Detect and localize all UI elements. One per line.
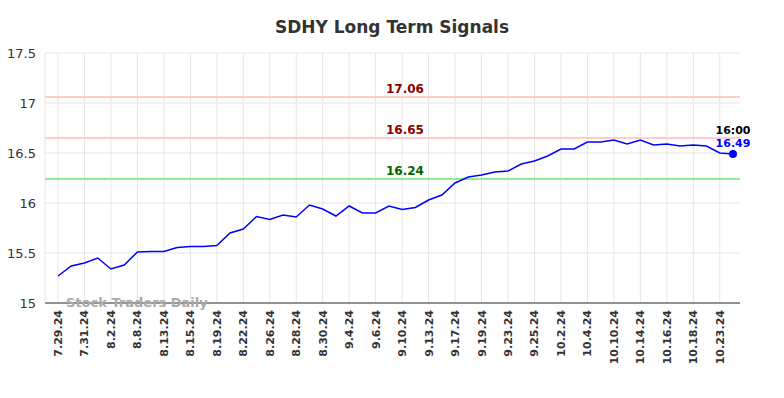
last-point (729, 150, 737, 158)
x-tick-label: 8.13.24 (158, 310, 171, 357)
x-tick-label: 9.19.24 (476, 310, 489, 357)
x-tick-label: 9.10.24 (396, 310, 409, 357)
last-value: 16.49 (716, 137, 751, 150)
plot-area (45, 97, 740, 276)
x-tick-label: 8.26.24 (264, 310, 277, 357)
x-tick-label: 8.2.24 (105, 310, 118, 349)
x-tick-label: 10.18.24 (687, 310, 700, 365)
chart: SDHY Long Term Signals 15 15.5 16 16.5 17 17.5… (0, 0, 784, 398)
reference-line (45, 137, 740, 139)
x-tick-label: 10.4.24 (581, 310, 594, 357)
grid-line (45, 153, 740, 154)
grid-line (45, 103, 740, 104)
title: SDHY Long Term Signals (275, 17, 509, 37)
x-tick-label: 9.6.24 (370, 310, 383, 349)
x-tick-label: 7.31.24 (78, 310, 91, 357)
price-line (58, 140, 733, 276)
x-tick-label: 8.28.24 (290, 310, 303, 357)
reference-label: 16.24 (386, 164, 424, 178)
grid-line (45, 203, 740, 204)
reference-line (45, 178, 740, 180)
x-tick-label: 9.17.24 (449, 310, 462, 357)
reference-label: 17.06 (386, 82, 424, 96)
x-tick-label: 8.30.24 (317, 310, 330, 357)
grid-line (45, 53, 740, 54)
x-tick-label: 10.23.24 (714, 310, 727, 365)
y-tick-label: 16 (19, 196, 36, 211)
y-tick-label: 15 (19, 296, 36, 311)
y-tick-label: 17.5 (7, 46, 36, 61)
x-tick-label: 8.8.24 (131, 310, 144, 349)
x-tick-label: 10.2.24 (555, 310, 568, 357)
x-tick-label: 9.25.24 (528, 310, 541, 357)
x-tick-label: 10.16.24 (661, 310, 674, 365)
x-tick-label: 7.29.24 (52, 310, 65, 357)
x-tick-label: 9.4.24 (343, 310, 356, 349)
y-tick-label: 15.5 (7, 246, 36, 261)
last-time: 16:00 (715, 124, 750, 137)
x-tick-label: 9.23.24 (502, 310, 515, 357)
x-tick-label: 9.13.24 (423, 310, 436, 357)
reference-label: 16.65 (386, 123, 424, 137)
x-tick-label: 8.22.24 (237, 310, 250, 357)
x-tick-label: 10.14.24 (634, 310, 647, 365)
x-tick-label: 10.10.24 (608, 310, 621, 365)
reference-line (45, 96, 740, 98)
y-tick-label: 16.5 (7, 146, 36, 161)
y-tick-label: 17 (19, 96, 36, 111)
watermark: Stock Traders Daily (66, 295, 208, 310)
x-tick-label: 8.19.24 (211, 310, 224, 357)
x-tick-label: 8.15.24 (184, 310, 197, 357)
grid-line (45, 253, 740, 254)
